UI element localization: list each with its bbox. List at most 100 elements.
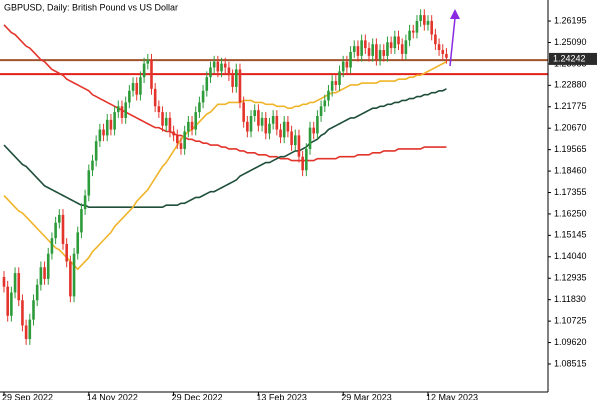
- candle-body: [279, 129, 282, 138]
- candle-body: [46, 253, 50, 279]
- candle-body: [212, 61, 216, 68]
- candle-body: [297, 135, 301, 157]
- candle-body: [209, 67, 212, 78]
- candle-body: [39, 267, 43, 285]
- candle-body: [268, 123, 271, 134]
- candle-body: [146, 59, 150, 64]
- candle-body: [338, 71, 341, 85]
- candle-body: [364, 40, 367, 49]
- candle-body: [142, 63, 146, 78]
- candle-body: [411, 30, 415, 33]
- candle-body: [28, 319, 32, 340]
- y-tick-label: 1.18460: [554, 165, 587, 175]
- candle-body: [293, 135, 297, 146]
- candle-body: [80, 209, 83, 233]
- y-tick-label: 1.12935: [554, 273, 587, 283]
- candle-body: [21, 300, 24, 326]
- candle-body: [153, 88, 157, 107]
- x-tick-label: 13 Feb 2023: [256, 392, 307, 400]
- candle-body: [194, 112, 198, 130]
- y-tick-label: 1.26195: [554, 15, 587, 25]
- candle-body: [389, 42, 393, 49]
- candle-body: [371, 44, 374, 56]
- plot: [0, 9, 548, 345]
- candle-body: [135, 83, 139, 95]
- y-tick-label: 1.16250: [554, 208, 587, 218]
- candle-body: [120, 106, 124, 118]
- candle-body: [32, 300, 35, 320]
- x-tick-label: 29 Dec 2022: [172, 392, 223, 400]
- candle-body: [360, 40, 363, 56]
- candle-body: [330, 81, 334, 91]
- candle-body: [183, 131, 186, 149]
- y-tick-label: 1.11830: [554, 294, 586, 304]
- candle-body: [223, 63, 227, 68]
- candle-body: [249, 115, 253, 132]
- y-tick-label: 1.09620: [554, 337, 587, 347]
- candle-body: [157, 106, 161, 113]
- candle-body: [423, 15, 426, 25]
- candle-body: [441, 50, 445, 54]
- candle-body: [54, 222, 57, 239]
- candle-body: [227, 67, 231, 76]
- candle-body: [430, 20, 433, 35]
- candle-body: [386, 42, 389, 56]
- arrow-head: [450, 9, 460, 19]
- y-tick-label: 1.21775: [554, 101, 587, 111]
- candle-body: [83, 195, 87, 210]
- candle-body: [290, 131, 293, 146]
- candle-body: [253, 110, 257, 116]
- candle-body: [17, 273, 21, 301]
- candle-body: [13, 273, 17, 293]
- candle-body: [65, 244, 68, 262]
- x-tick-label: 12 May 2023: [426, 392, 478, 400]
- candle-body: [282, 121, 286, 138]
- candle-body: [50, 238, 54, 254]
- candle-body: [260, 117, 264, 126]
- candle-body: [286, 121, 290, 132]
- candle-body: [271, 115, 275, 124]
- candle-body: [308, 127, 312, 149]
- candle-body: [187, 121, 190, 132]
- candle-body: [242, 102, 245, 122]
- candle-body: [10, 292, 13, 316]
- moving-average: [3, 88, 447, 208]
- candle-body: [305, 148, 308, 171]
- candle-body: [168, 117, 172, 132]
- candle-body: [275, 115, 279, 130]
- x-tick-label: 29 Mar 2023: [341, 392, 392, 400]
- candle-body: [445, 53, 448, 58]
- candle-body: [220, 63, 223, 72]
- candle-body: [238, 69, 242, 103]
- candle-body: [312, 127, 316, 134]
- candle-body: [98, 129, 102, 142]
- candle-body: [437, 44, 441, 51]
- candle-body: [327, 90, 330, 101]
- price-label-box: [549, 52, 597, 65]
- candle-body: [345, 61, 349, 68]
- candle-body: [415, 20, 419, 33]
- y-tick-label: 1.10725: [554, 315, 587, 325]
- candle-body: [301, 156, 304, 171]
- candle-body: [319, 106, 323, 116]
- candle-body: [128, 90, 131, 103]
- candle-body: [102, 129, 105, 136]
- moving-average: [3, 24, 447, 162]
- y-tick-label: 1.25090: [554, 37, 587, 47]
- candle-body: [175, 135, 179, 144]
- candle-body: [349, 51, 352, 68]
- y-tick-label: 1.15145: [554, 230, 587, 240]
- candle-body: [124, 102, 127, 118]
- y-tick-label: 1.19565: [554, 144, 587, 154]
- candle-body: [179, 143, 183, 149]
- candle-body: [105, 119, 109, 136]
- candle-body: [231, 75, 234, 87]
- candle-body: [264, 117, 268, 134]
- candle-body: [375, 44, 378, 60]
- candle-body: [190, 121, 194, 130]
- candle-body: [334, 81, 338, 85]
- candle-body: [113, 112, 116, 130]
- y-tick-label: 1.22880: [554, 80, 587, 90]
- candle-body: [61, 214, 65, 245]
